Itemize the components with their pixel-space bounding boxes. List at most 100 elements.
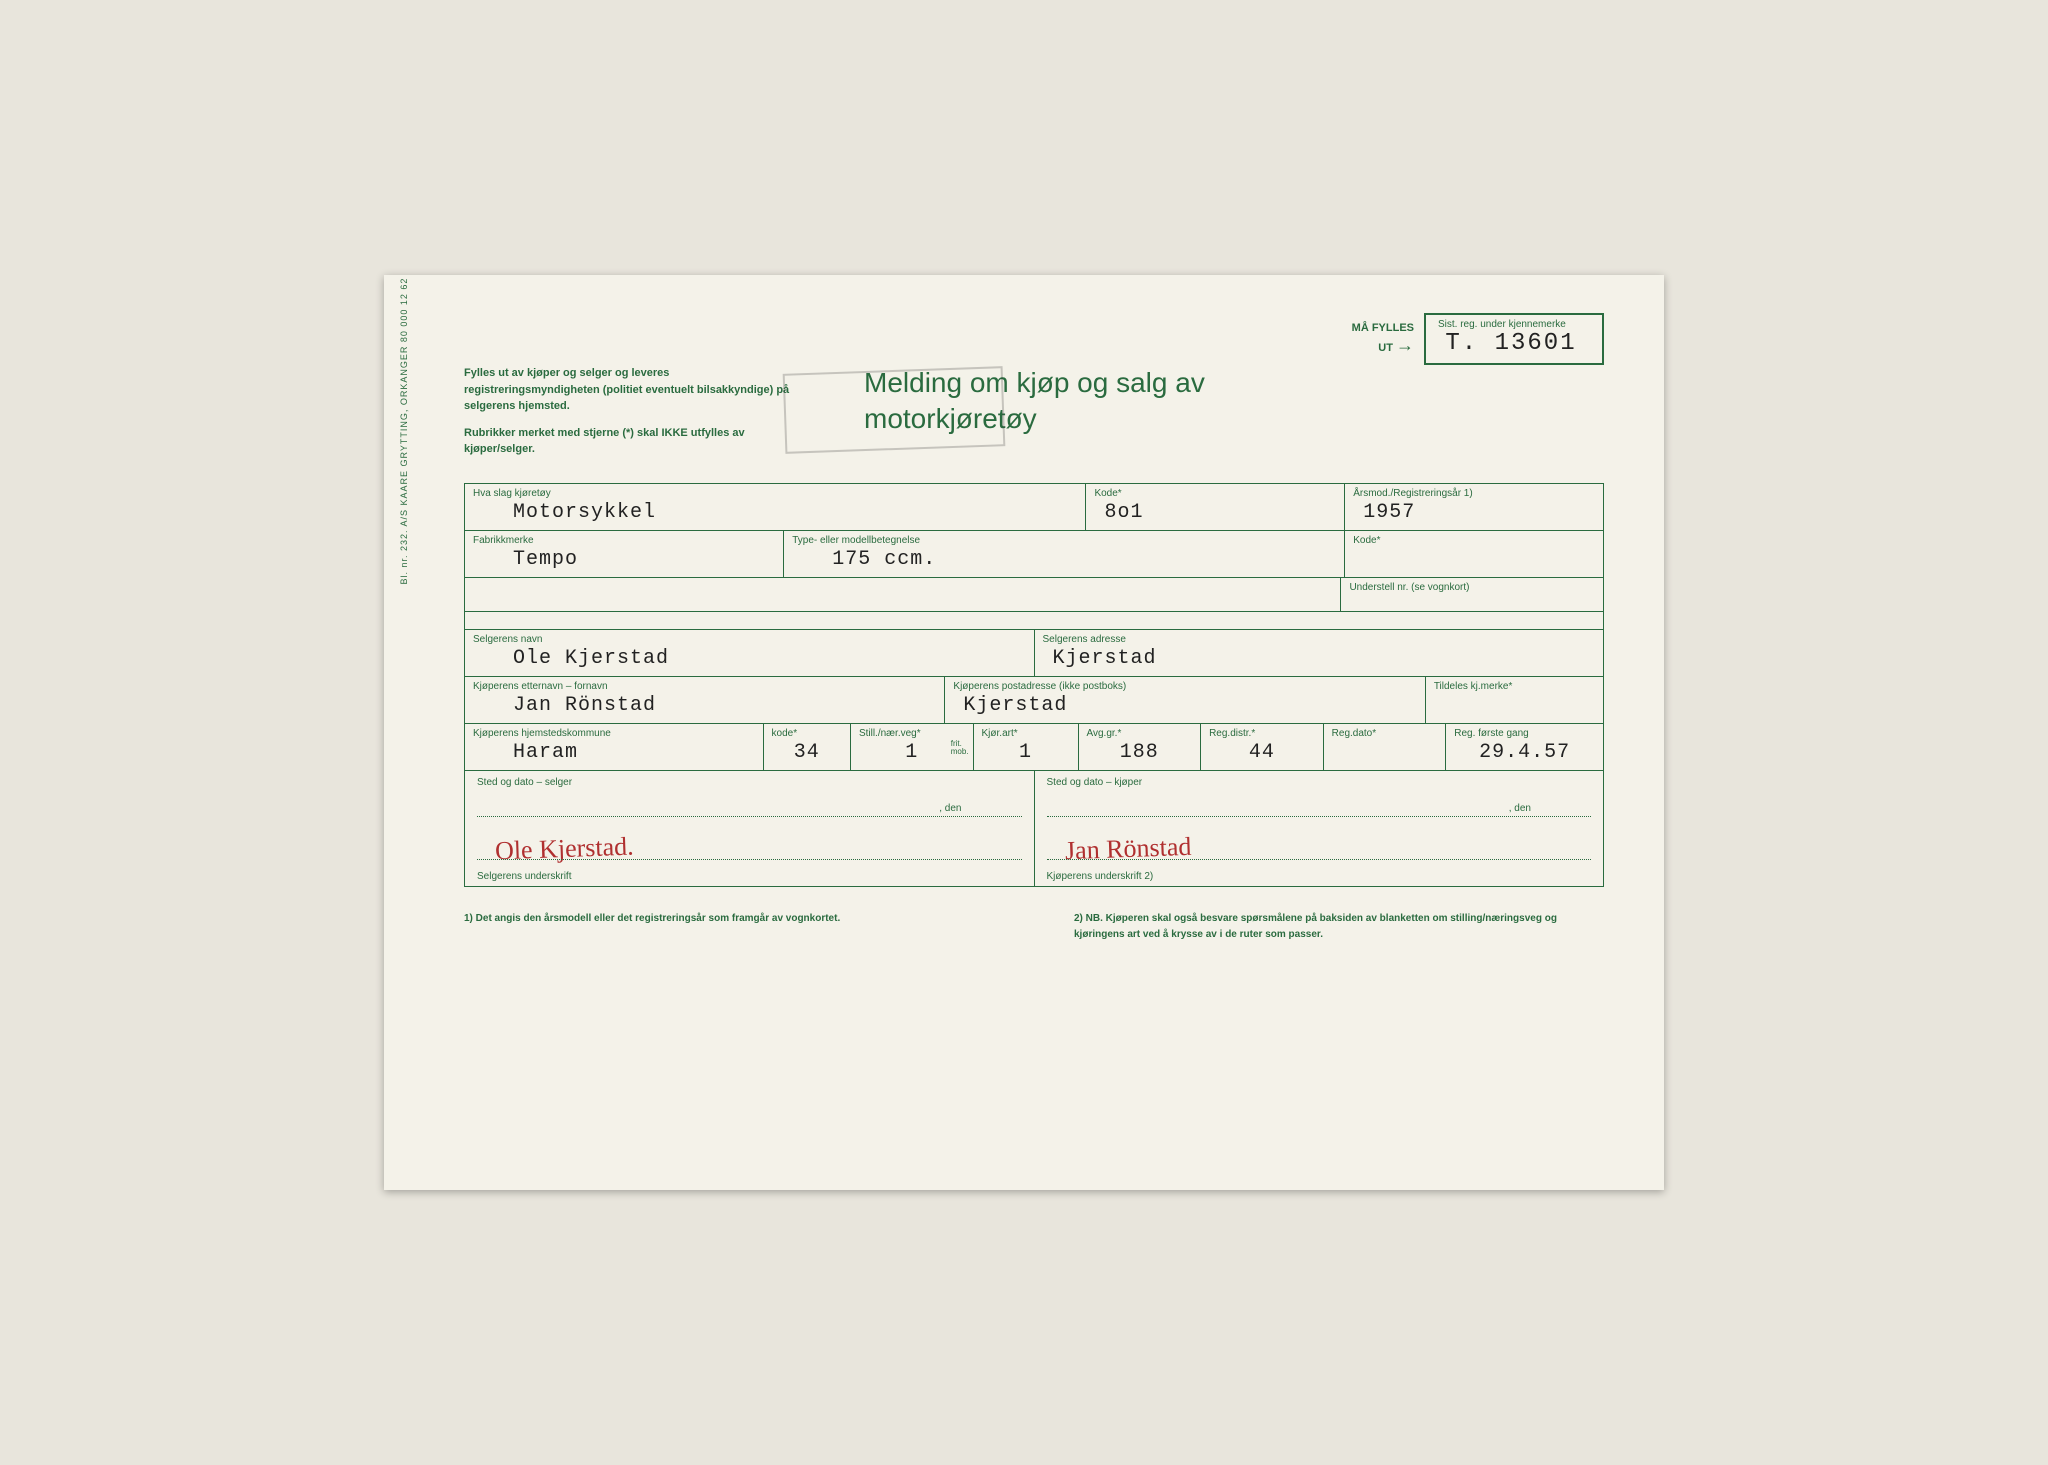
cell-buyer-name: Kjøperens etternavn – fornavn Jan Rönsta…	[465, 677, 945, 724]
value-kode5: 34	[772, 741, 842, 764]
row-seller: Selgerens navn Ole Kjerstad Selgerens ad…	[465, 630, 1603, 677]
arrow-icon: →	[1396, 335, 1414, 355]
label-regdistr: Reg.distr.*	[1209, 728, 1315, 739]
cell-buyer-addr: Kjøperens postadresse (ikke postboks) Kj…	[945, 677, 1425, 724]
label-tildeles: Tildeles kj.merke*	[1434, 681, 1595, 692]
value-regdistr: 44	[1209, 741, 1315, 764]
cell-regdistr: Reg.distr.* 44	[1201, 724, 1324, 770]
label-seller-sig-bottom: Selgerens underskrift	[477, 871, 572, 882]
footnote-2: 2) NB. Kjøperen skal også besvare spørsm…	[1074, 911, 1604, 943]
value-year: 1957	[1353, 501, 1595, 524]
seller-date-line: , den	[477, 816, 1022, 817]
title-line2: motorkjøretøy	[864, 403, 1037, 434]
label-buyer-sig-top: Sted og dato – kjøper	[1047, 777, 1592, 788]
cell-understell: Understell nr. (se vognkort)	[1341, 578, 1603, 612]
cell-still: Still./nær.veg* frit.mob. 1	[851, 724, 974, 770]
footnote-1: 1) Det angis den årsmodell eller det reg…	[464, 911, 994, 943]
label-seller-addr: Selgerens adresse	[1043, 634, 1596, 645]
main-form: Hva slag kjøretøy Motorsykkel Kode* 8o1 …	[464, 483, 1604, 771]
gap-row	[465, 612, 1603, 630]
row-buyer: Kjøperens etternavn – fornavn Jan Rönsta…	[465, 677, 1603, 724]
value-seller-addr: Kjerstad	[1043, 647, 1596, 670]
reg-box-value: T. 13601	[1438, 330, 1584, 357]
label-kommune: Kjøperens hjemstedskommune	[473, 728, 755, 739]
label-buyer-sig-bottom: Kjøperens underskrift 2)	[1047, 871, 1154, 882]
seller-sig-line	[477, 859, 1022, 860]
form-title: Melding om kjøp og salg av motorkjøretøy	[864, 365, 1205, 438]
buyer-signature: Jan Rönstad	[1064, 831, 1191, 865]
value-buyer-addr: Kjerstad	[953, 694, 1416, 717]
row-understell: Understell nr. (se vognkort)	[465, 578, 1603, 612]
value-kode1: 8o1	[1094, 501, 1336, 524]
label-regdato: Reg.dato*	[1332, 728, 1438, 739]
row-vehicle-type: Hva slag kjøretøy Motorsykkel Kode* 8o1 …	[465, 484, 1603, 531]
reg-box-label: Sist. reg. under kjennemerke	[1438, 319, 1584, 330]
instruction-p1: Fylles ut av kjøper og selger og leveres…	[464, 365, 804, 415]
cell-vehicle-type: Hva slag kjøretøy Motorsykkel	[465, 484, 1086, 531]
registration-box: Sist. reg. under kjennemerke T. 13601	[1424, 313, 1604, 365]
sublabel-still: frit.mob.	[951, 740, 969, 756]
ut-text: UT	[1378, 342, 1393, 354]
row-make-model: Fabrikkmerke Tempo Type- eller modellbet…	[465, 531, 1603, 578]
cell-model: Type- eller modellbetegnelse 175 ccm.	[784, 531, 1345, 578]
header-row: Fylles ut av kjøper og selger og leveres…	[464, 365, 1604, 458]
value-model: 175 ccm.	[792, 548, 1336, 571]
label-buyer-addr: Kjøperens postadresse (ikke postboks)	[953, 681, 1416, 692]
label-seller-name: Selgerens navn	[473, 634, 1026, 645]
seller-signature: Ole Kjerstad.	[495, 831, 635, 866]
label-vehicle-type: Hva slag kjøretøy	[473, 488, 1077, 499]
value-regforste: 29.4.57	[1454, 741, 1595, 764]
label-make: Fabrikkmerke	[473, 535, 775, 546]
cell-tildeles: Tildeles kj.merke*	[1426, 677, 1603, 724]
label-kjor: Kjør.art*	[982, 728, 1070, 739]
buyer-date-line: , den	[1047, 816, 1592, 817]
side-print-info: Bl. nr. 232. A/S KAARE GRYTTING, ORKANGE…	[399, 277, 409, 584]
cell-empty-left	[465, 578, 1341, 612]
row-details: Kjøperens hjemstedskommune Haram kode* 3…	[465, 724, 1603, 770]
cell-kommune: Kjøperens hjemstedskommune Haram	[465, 724, 764, 770]
label-regforste: Reg. første gang	[1454, 728, 1595, 739]
label-year: Årsmod./Registreringsår 1)	[1353, 488, 1595, 499]
buyer-signature-area: Sted og dato – kjøper , den Jan Rönstad …	[1035, 771, 1604, 886]
value-make: Tempo	[473, 548, 775, 571]
form-page: Bl. nr. 232. A/S KAARE GRYTTING, ORKANGE…	[384, 275, 1664, 1190]
cell-kode5: kode* 34	[764, 724, 851, 770]
cell-regforste: Reg. første gang 29.4.57	[1446, 724, 1603, 770]
cell-seller-name: Selgerens navn Ole Kjerstad	[465, 630, 1035, 677]
title-line1: Melding om kjøp og salg av	[864, 367, 1205, 398]
label-kode5: kode*	[772, 728, 842, 739]
label-seller-sig-top: Sted og dato – selger	[477, 777, 1022, 788]
label-avg: Avg.gr.*	[1087, 728, 1193, 739]
cell-kode1: Kode* 8o1	[1086, 484, 1345, 531]
cell-year: Årsmod./Registreringsår 1) 1957	[1345, 484, 1603, 531]
label-model: Type- eller modellbetegnelse	[792, 535, 1336, 546]
top-right-box: MÅ FYLLES UT → Sist. reg. under kjenneme…	[1352, 313, 1604, 365]
label-still: Still./nær.veg*	[859, 728, 965, 739]
value-buyer-name: Jan Rönstad	[473, 694, 936, 717]
value-seller-name: Ole Kjerstad	[473, 647, 1026, 670]
cell-avg: Avg.gr.* 188	[1079, 724, 1202, 770]
cell-make: Fabrikkmerke Tempo	[465, 531, 784, 578]
buyer-sig-line	[1047, 859, 1592, 860]
instructions: Fylles ut av kjøper og selger og leveres…	[464, 365, 804, 458]
cell-kjor: Kjør.art* 1	[974, 724, 1079, 770]
label-buyer-name: Kjøperens etternavn – fornavn	[473, 681, 936, 692]
buyer-den: , den	[1509, 803, 1531, 814]
ma-fylles-label: MÅ FYLLES UT →	[1352, 322, 1414, 357]
seller-signature-area: Sted og dato – selger , den Ole Kjerstad…	[465, 771, 1035, 886]
label-understell: Understell nr. (se vognkort)	[1349, 582, 1595, 593]
value-kommune: Haram	[473, 741, 755, 764]
footnotes: 1) Det angis den årsmodell eller det reg…	[464, 911, 1604, 943]
signature-section: Sted og dato – selger , den Ole Kjerstad…	[464, 771, 1604, 887]
ma-fylles-text: MÅ FYLLES	[1352, 322, 1414, 334]
cell-kode2: Kode*	[1345, 531, 1603, 578]
label-kode1: Kode*	[1094, 488, 1336, 499]
value-kjor: 1	[982, 741, 1070, 764]
value-still: 1	[859, 741, 965, 764]
cell-regdato: Reg.dato*	[1324, 724, 1447, 770]
label-kode2: Kode*	[1353, 535, 1595, 546]
value-avg: 188	[1087, 741, 1193, 764]
seller-den: , den	[939, 803, 961, 814]
instruction-p2: Rubrikker merket med stjerne (*) skal IK…	[464, 425, 804, 458]
value-vehicle-type: Motorsykkel	[473, 501, 1077, 524]
